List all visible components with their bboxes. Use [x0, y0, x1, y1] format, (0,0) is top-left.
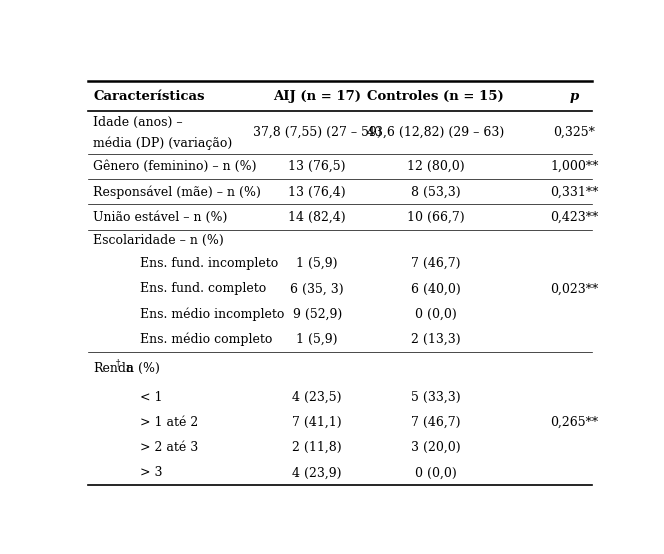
Text: Ens. fund. completo: Ens. fund. completo	[139, 283, 266, 295]
Text: 14 (82,4): 14 (82,4)	[288, 211, 346, 224]
Text: 9 (52,9): 9 (52,9)	[293, 307, 342, 321]
Text: 3 (20,0): 3 (20,0)	[411, 441, 460, 454]
Text: 7 (41,1): 7 (41,1)	[292, 416, 342, 429]
Text: > 1 até 2: > 1 até 2	[139, 416, 198, 429]
Text: 7 (46,7): 7 (46,7)	[411, 416, 460, 429]
Text: > 3: > 3	[139, 466, 162, 479]
Text: Responsável (mãe) – n (%): Responsável (mãe) – n (%)	[93, 185, 261, 199]
Text: 37,8 (7,55) (27 – 59): 37,8 (7,55) (27 – 59)	[253, 126, 382, 139]
Text: 1 (5,9): 1 (5,9)	[296, 257, 338, 270]
Text: 0 (0,0): 0 (0,0)	[414, 466, 456, 479]
Text: Idade (anos) –: Idade (anos) –	[93, 116, 183, 129]
Text: > 2 até 3: > 2 até 3	[139, 441, 198, 454]
Text: 0,023**: 0,023**	[550, 283, 598, 295]
Text: 1,000**: 1,000**	[550, 160, 599, 173]
Text: Renda: Renda	[93, 362, 133, 375]
Text: 6 (40,0): 6 (40,0)	[410, 283, 460, 295]
Text: 4 (23,5): 4 (23,5)	[292, 391, 342, 404]
Text: Escolaridade – n (%): Escolaridade – n (%)	[93, 234, 224, 247]
Text: Características: Características	[93, 90, 205, 103]
Text: Ens. médio completo: Ens. médio completo	[139, 332, 272, 346]
Text: 2 (11,8): 2 (11,8)	[292, 441, 342, 454]
Text: 0,325*: 0,325*	[554, 126, 596, 139]
Text: 13 (76,5): 13 (76,5)	[288, 160, 346, 173]
Text: p: p	[570, 90, 579, 103]
Text: 10 (66,7): 10 (66,7)	[406, 211, 464, 224]
Text: média (DP) (variação): média (DP) (variação)	[93, 136, 232, 150]
Text: Gênero (feminino) – n (%): Gênero (feminino) – n (%)	[93, 160, 257, 173]
Text: 43,6 (12,82) (29 – 63): 43,6 (12,82) (29 – 63)	[367, 126, 504, 139]
Text: 0 (0,0): 0 (0,0)	[414, 307, 456, 321]
Text: 1 (5,9): 1 (5,9)	[296, 333, 338, 346]
Text: Controles (n = 15): Controles (n = 15)	[367, 90, 504, 103]
Text: n (%): n (%)	[122, 362, 159, 375]
Text: Ens. fund. incompleto: Ens. fund. incompleto	[139, 257, 278, 270]
Text: 5 (33,3): 5 (33,3)	[411, 391, 460, 404]
Text: 12 (80,0): 12 (80,0)	[406, 160, 464, 173]
Text: †: †	[116, 358, 120, 368]
Text: União estável – n (%): União estável – n (%)	[93, 211, 228, 224]
Text: 8 (53,3): 8 (53,3)	[411, 186, 460, 198]
Text: 0,331**: 0,331**	[550, 186, 599, 198]
Text: 6 (35, 3): 6 (35, 3)	[290, 283, 344, 295]
Text: 4 (23,9): 4 (23,9)	[292, 466, 342, 479]
Text: Ens. médio incompleto: Ens. médio incompleto	[139, 307, 284, 321]
Text: 2 (13,3): 2 (13,3)	[411, 333, 460, 346]
Text: 7 (46,7): 7 (46,7)	[411, 257, 460, 270]
Text: 0,265**: 0,265**	[550, 416, 598, 429]
Text: AIJ (n = 17): AIJ (n = 17)	[273, 90, 361, 103]
Text: 13 (76,4): 13 (76,4)	[288, 186, 346, 198]
Text: 0,423**: 0,423**	[550, 211, 598, 224]
Text: < 1: < 1	[139, 391, 162, 404]
